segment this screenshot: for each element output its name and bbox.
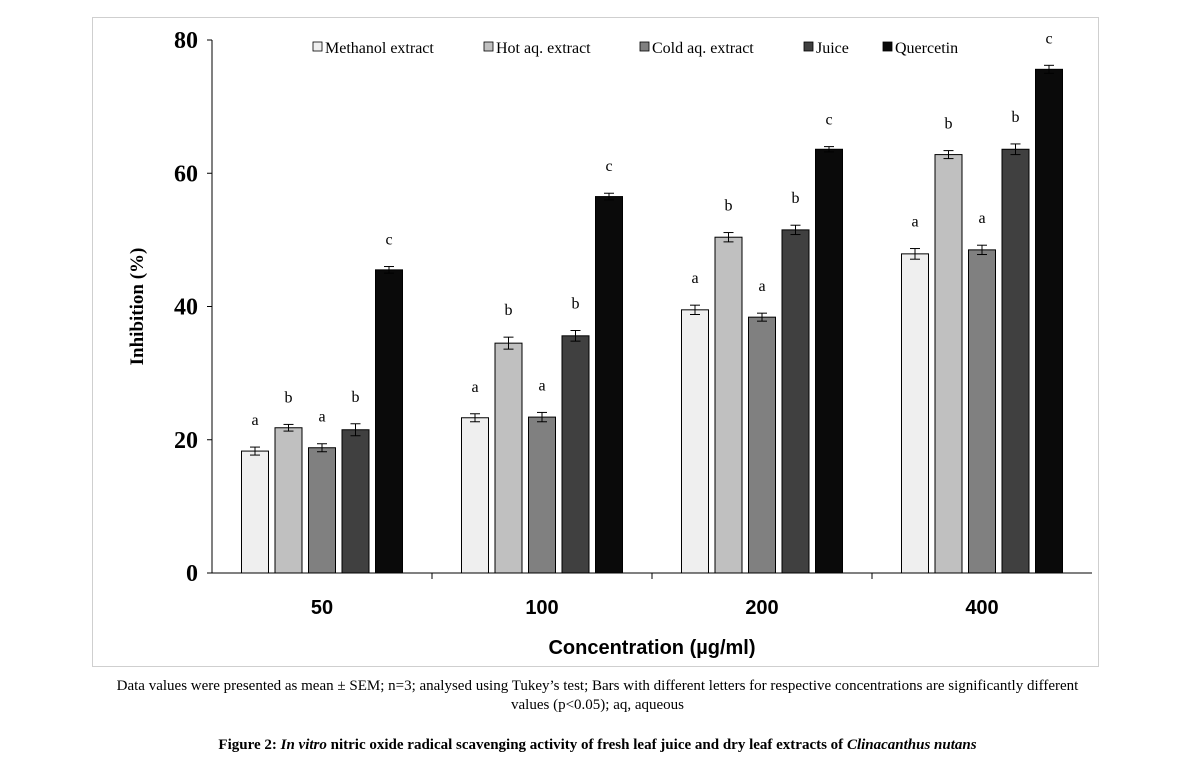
legend-label: Juice xyxy=(816,40,849,57)
caption-italic-species: Clinacanthus nutans xyxy=(846,737,977,753)
y-tick-label: 80 xyxy=(174,28,198,54)
bar xyxy=(901,253,929,574)
caption-prefix: Figure 2: xyxy=(218,737,281,753)
significance-letter: b xyxy=(1012,109,1020,126)
bar xyxy=(748,316,776,574)
chart-frame xyxy=(92,17,1099,667)
bar xyxy=(528,416,556,574)
bar xyxy=(595,196,623,574)
bar xyxy=(494,342,523,574)
legend-swatch xyxy=(639,41,650,52)
bar xyxy=(1035,68,1063,574)
x-tick-label: 200 xyxy=(745,597,778,619)
bar xyxy=(714,236,743,574)
significance-letter: b xyxy=(352,389,360,406)
significance-letter: b xyxy=(725,198,733,215)
bar xyxy=(461,417,489,574)
bar xyxy=(681,309,709,574)
legend-swatch xyxy=(803,41,814,52)
bar xyxy=(1001,148,1030,574)
legend-label: Cold aq. extract xyxy=(652,40,754,57)
significance-letter: a xyxy=(471,379,478,396)
bar xyxy=(241,450,269,574)
significance-letter: a xyxy=(318,409,325,426)
bar xyxy=(308,447,336,574)
caption-middle: nitric oxide radical scavenging activity… xyxy=(326,737,847,753)
bar xyxy=(375,269,403,574)
bar xyxy=(781,229,810,574)
significance-letter: c xyxy=(385,232,392,249)
x-axis-label: Concentration (µg/ml) xyxy=(548,637,755,659)
significance-letter: a xyxy=(538,377,545,394)
significance-letter: c xyxy=(825,112,832,129)
x-tick-label: 50 xyxy=(311,597,333,619)
significance-letter: b xyxy=(792,190,800,207)
y-tick-label: 60 xyxy=(174,161,198,187)
legend-swatch xyxy=(882,41,893,52)
bar xyxy=(968,249,996,574)
x-tick-label: 400 xyxy=(965,597,998,619)
significance-letter: a xyxy=(691,270,698,287)
y-tick-label: 40 xyxy=(174,295,198,321)
bar xyxy=(815,148,843,574)
bar-chart: 0 20 40 60 80 Inhibition (%) 50 a b a b c 100 a b a b c 20… xyxy=(127,28,1092,659)
legend-label: Quercetin xyxy=(895,40,958,57)
bar xyxy=(274,427,303,574)
significance-letter: c xyxy=(1045,30,1052,47)
significance-letter: b xyxy=(505,302,513,319)
legend-swatch xyxy=(483,41,494,52)
y-axis-label: Inhibition (%) xyxy=(127,248,148,366)
legend-label: Hot aq. extract xyxy=(496,40,591,57)
significance-letter: b xyxy=(572,295,580,312)
significance-letter: c xyxy=(605,158,612,175)
caption-italic-in-vitro: In vitro xyxy=(280,737,327,753)
significance-letter: a xyxy=(251,412,258,429)
figure-caption: Figure 2: In vitro nitric oxide radical … xyxy=(0,737,1195,754)
bar xyxy=(341,429,370,574)
significance-letter: a xyxy=(911,214,918,231)
significance-letter: b xyxy=(945,116,953,133)
bar xyxy=(561,335,590,574)
significance-letter: a xyxy=(758,278,765,295)
significance-letter: a xyxy=(978,210,985,227)
x-tick-label: 100 xyxy=(525,597,558,619)
y-tick-label: 20 xyxy=(174,428,198,454)
data-note-line-1: Data values were presented as mean ± SEM… xyxy=(116,678,1079,694)
data-note-line-2: values (p<0.05); aq, aqueous xyxy=(511,697,684,713)
significance-letter: b xyxy=(285,389,293,406)
bar xyxy=(934,154,963,574)
y-tick-label: 0 xyxy=(186,561,198,587)
legend-swatch xyxy=(312,41,323,52)
legend-label: Methanol extract xyxy=(325,40,434,57)
